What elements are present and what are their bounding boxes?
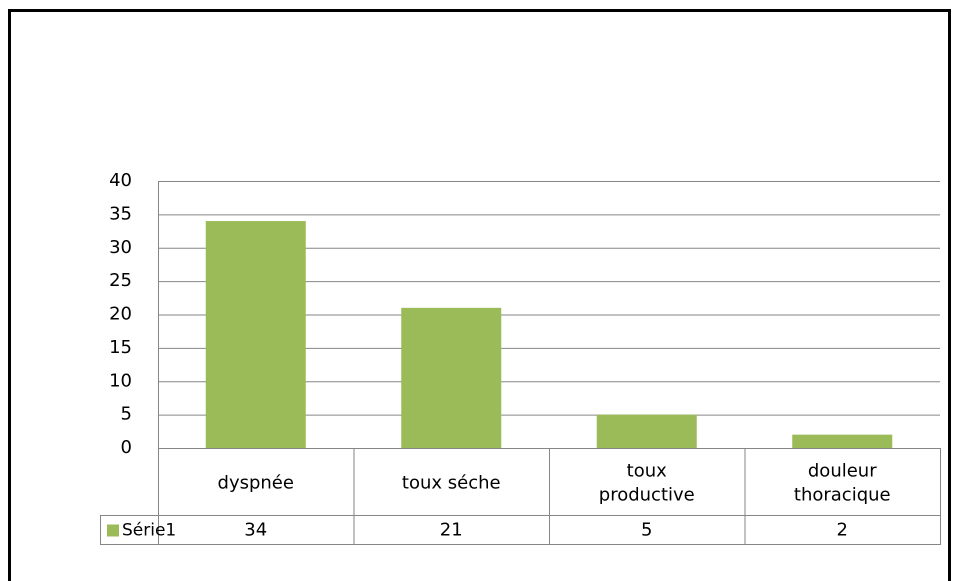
data-table-value: 5 xyxy=(641,520,652,541)
data-table-value: 2 xyxy=(837,520,848,541)
y-tick-label: 20 xyxy=(109,304,132,325)
legend-key xyxy=(107,524,119,537)
y-tick-label: 30 xyxy=(109,237,132,258)
y-tick-label: 35 xyxy=(109,203,132,224)
x-tick-label: dyspnée xyxy=(218,473,294,494)
bar xyxy=(401,307,502,448)
chart-frame xyxy=(8,9,951,581)
x-tick-label: toux séche xyxy=(402,473,501,494)
x-tick-label: douleur thoracique xyxy=(794,461,891,506)
y-tick-label: 40 xyxy=(109,170,132,191)
y-tick-label: 5 xyxy=(121,404,132,425)
y-tick-label: 0 xyxy=(121,437,132,458)
bar xyxy=(792,434,893,448)
x-tick-label: toux productive xyxy=(599,461,695,506)
legend-label: Série1 xyxy=(122,521,176,541)
bar xyxy=(596,414,697,448)
y-tick-label: 25 xyxy=(109,270,132,291)
y-tick-label: 15 xyxy=(109,337,132,358)
bar xyxy=(205,221,306,448)
data-table-value: 34 xyxy=(244,520,267,541)
y-tick-label: 10 xyxy=(109,370,132,391)
data-table-value: 21 xyxy=(440,520,463,541)
